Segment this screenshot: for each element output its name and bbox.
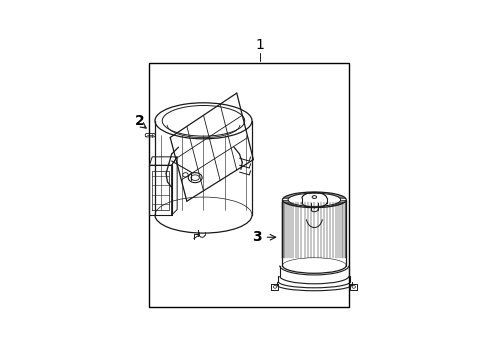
- Text: 2: 2: [135, 114, 144, 128]
- Text: 3: 3: [251, 230, 261, 244]
- Text: 1: 1: [255, 37, 264, 51]
- Bar: [149, 63, 348, 307]
